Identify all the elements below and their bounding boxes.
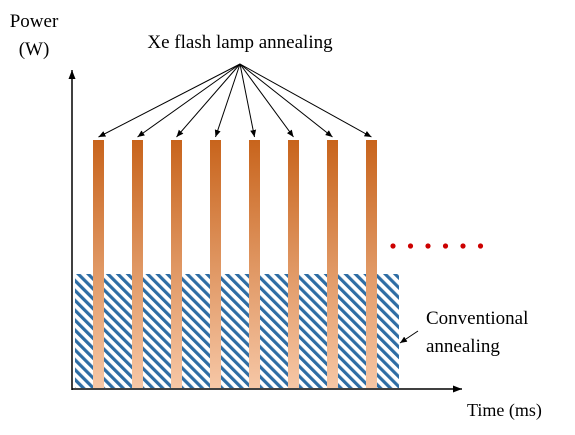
continuation-dot xyxy=(460,243,466,249)
flash-pulse xyxy=(288,140,299,388)
conventional-label-line2: annealing xyxy=(426,336,500,357)
conventional-annealing-region xyxy=(75,274,399,388)
x-axis-label: Time (ms) xyxy=(467,400,542,421)
flash-arrow xyxy=(239,63,294,138)
conventional-label-line1: Conventional xyxy=(426,308,528,329)
continuation-dot xyxy=(477,243,484,249)
continuation-dot xyxy=(390,243,396,249)
flash-arrow xyxy=(137,63,241,138)
flash-pulse xyxy=(93,140,104,388)
y-axis-label-line1: Power xyxy=(10,11,59,32)
flash-pulse xyxy=(327,140,338,388)
flash-arrow xyxy=(176,63,241,138)
flash-pulse xyxy=(210,140,221,388)
flash-arrow xyxy=(214,63,241,138)
continuation-dot xyxy=(442,243,449,249)
flash-label: Xe flash lamp annealing xyxy=(147,32,333,53)
flash-pulse xyxy=(132,140,143,388)
continuation-dot xyxy=(425,243,431,249)
flash-label-arrows xyxy=(98,63,372,138)
flash-arrow xyxy=(239,63,333,138)
continuation-dot xyxy=(407,243,414,249)
flash-arrow xyxy=(239,63,257,138)
flash-arrow xyxy=(239,63,372,138)
y-axis-label-line2: (W) xyxy=(19,39,50,60)
conventional-label-arrow xyxy=(399,330,419,344)
flash-pulse xyxy=(171,140,182,388)
continuation-dots xyxy=(390,243,484,249)
flash-pulse xyxy=(366,140,377,388)
flash-arrow xyxy=(98,63,241,138)
flash-pulses xyxy=(93,140,377,388)
flash-pulse xyxy=(249,140,260,388)
